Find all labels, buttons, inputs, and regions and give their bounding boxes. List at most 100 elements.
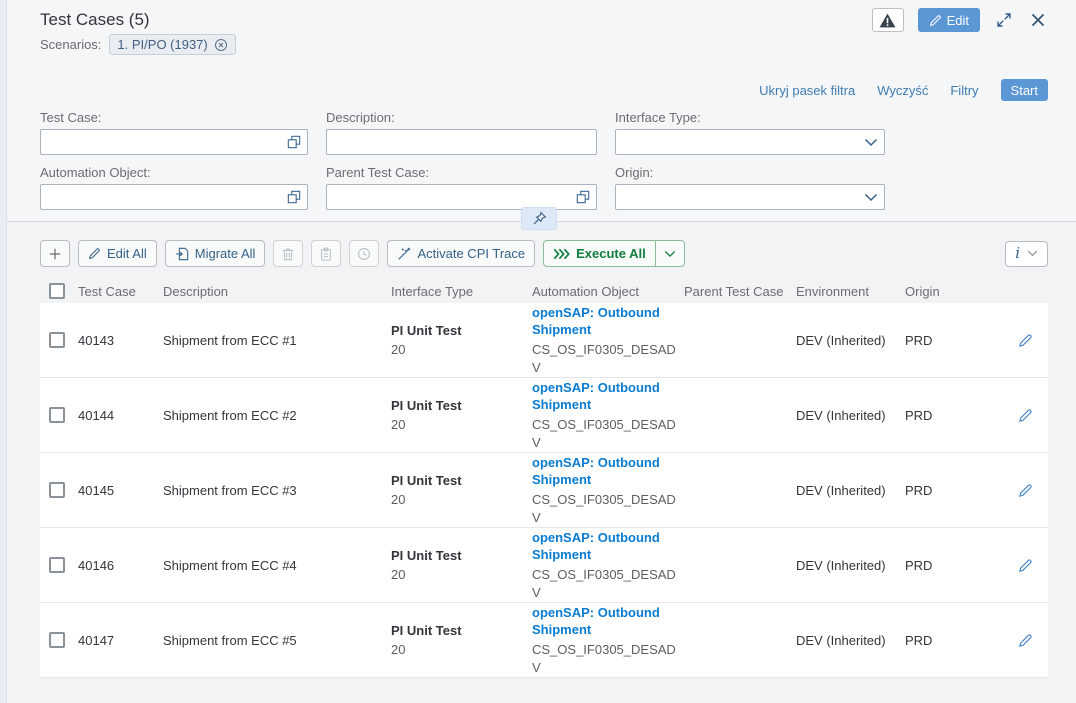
row-checkbox[interactable] xyxy=(49,557,65,573)
table-row[interactable]: 40144 Shipment from ECC #2 PI Unit Test … xyxy=(40,378,1048,453)
hide-filterbar-link[interactable]: Ukryj pasek filtra xyxy=(759,82,856,98)
activate-cpi-trace-label: Activate CPI Trace xyxy=(417,246,526,261)
fullscreen-icon xyxy=(997,13,1011,27)
cell-environment: DEV (Inherited) xyxy=(796,332,886,348)
cell-interface-type: PI Unit Test 20 xyxy=(391,621,532,660)
column-header-description[interactable]: Description xyxy=(163,283,229,299)
table-row[interactable]: 40145 Shipment from ECC #3 PI Unit Test … xyxy=(40,453,1048,528)
edit-all-button[interactable]: Edit All xyxy=(78,240,157,267)
row-checkbox[interactable] xyxy=(49,407,65,423)
column-header-test-case[interactable]: Test Case xyxy=(78,283,136,299)
clock-icon xyxy=(358,247,371,260)
pin-filterbar-button[interactable] xyxy=(521,207,557,230)
cell-automation-object: openSAP: Outbound Shipment CS_OS_IF0305_… xyxy=(532,454,684,526)
plus-icon xyxy=(49,248,61,259)
row-edit-button[interactable] xyxy=(1016,556,1034,574)
row-edit-button[interactable] xyxy=(1016,631,1034,649)
scenario-row: Scenarios: 1. PI/PO (1937) xyxy=(40,34,236,55)
automation-object-input[interactable] xyxy=(41,185,281,209)
description-input[interactable] xyxy=(327,130,596,154)
cell-interface-type: PI Unit Test 20 xyxy=(391,396,532,435)
test-case-input[interactable] xyxy=(41,130,281,154)
column-header-interface-type[interactable]: Interface Type xyxy=(391,283,474,299)
pencil-icon xyxy=(1018,633,1032,647)
edit-button-label: Edit xyxy=(946,12,969,28)
table-row[interactable]: 40146 Shipment from ECC #4 PI Unit Test … xyxy=(40,528,1048,603)
activate-cpi-trace-button[interactable]: Activate CPI Trace xyxy=(387,240,536,267)
row-checkbox[interactable] xyxy=(49,632,65,648)
filter-field-origin: Origin: xyxy=(615,165,885,210)
origin-select[interactable] xyxy=(615,184,885,210)
execute-all-split-button: Execute All xyxy=(543,240,685,267)
filters-link[interactable]: Filtry xyxy=(950,82,979,98)
paste-button[interactable] xyxy=(311,240,342,267)
automation-object-link[interactable]: openSAP: Outbound Shipment xyxy=(532,379,660,413)
row-checkbox[interactable] xyxy=(49,482,65,498)
warnings-button[interactable] xyxy=(871,8,904,32)
row-edit-button[interactable] xyxy=(1016,406,1034,424)
row-edit-button[interactable] xyxy=(1016,481,1034,499)
column-header-parent-test-case[interactable]: Parent Test Case xyxy=(684,283,784,299)
value-help-icon[interactable] xyxy=(570,185,596,209)
clear-link[interactable]: Wyczyść xyxy=(877,82,929,98)
pencil-icon xyxy=(1018,558,1032,572)
execute-all-menu-button[interactable] xyxy=(654,241,684,266)
interface-type-name: PI Unit Test xyxy=(391,397,462,413)
scenario-token[interactable]: 1. PI/PO (1937) xyxy=(109,34,236,55)
automation-object-link[interactable]: openSAP: Outbound Shipment xyxy=(532,454,660,488)
column-header-environment[interactable]: Environment xyxy=(796,283,869,299)
origin-select-value[interactable] xyxy=(616,185,858,209)
interface-type-select[interactable] xyxy=(615,129,885,155)
automation-object-detail: CS_OS_IF0305_DESADV xyxy=(532,417,676,450)
cell-origin: PRD xyxy=(905,557,933,573)
table-row[interactable]: 40143 Shipment from ECC #1 PI Unit Test … xyxy=(40,303,1048,378)
table-row[interactable]: 40147 Shipment from ECC #5 PI Unit Test … xyxy=(40,603,1048,678)
row-edit-button[interactable] xyxy=(1016,331,1034,349)
value-help-icon[interactable] xyxy=(281,130,307,154)
chevron-down-icon[interactable] xyxy=(858,185,884,209)
cell-origin: PRD xyxy=(905,332,933,348)
cell-origin: PRD xyxy=(905,632,933,648)
value-help-icon[interactable] xyxy=(281,185,307,209)
execute-all-button[interactable]: Execute All xyxy=(544,241,655,266)
edit-button[interactable]: Edit xyxy=(917,8,980,32)
parent-test-case-input[interactable] xyxy=(327,185,570,209)
chevron-down-icon[interactable] xyxy=(858,130,884,154)
cell-test-case: 40143 xyxy=(78,332,115,348)
select-all-checkbox[interactable] xyxy=(49,283,65,299)
execute-icon xyxy=(553,248,570,259)
expand-button[interactable] xyxy=(994,10,1014,30)
info-icon: i xyxy=(1015,244,1020,262)
automation-object-link[interactable]: openSAP: Outbound Shipment xyxy=(532,304,660,338)
column-header-automation-object[interactable]: Automation Object xyxy=(532,283,639,299)
interface-type-detail: 20 xyxy=(391,642,406,657)
start-button[interactable]: Start xyxy=(1000,79,1048,101)
automation-object-link[interactable]: openSAP: Outbound Shipment xyxy=(532,529,660,563)
add-button[interactable] xyxy=(40,240,70,267)
table-header-row: Test Case Description Interface Type Aut… xyxy=(40,279,1048,303)
history-button[interactable] xyxy=(349,240,380,267)
automation-object-link[interactable]: openSAP: Outbound Shipment xyxy=(532,604,660,638)
automation-object-detail: CS_OS_IF0305_DESADV xyxy=(532,567,676,600)
pencil-icon xyxy=(929,14,941,26)
pencil-icon xyxy=(1018,408,1032,422)
filter-label: Test Case: xyxy=(40,110,102,125)
migrate-all-button[interactable]: Migrate All xyxy=(164,240,266,267)
close-button[interactable] xyxy=(1028,10,1048,30)
table-toolbar: Edit All Migrate All xyxy=(40,240,1048,267)
cell-environment: DEV (Inherited) xyxy=(796,557,886,573)
automation-object-detail: CS_OS_IF0305_DESADV xyxy=(532,342,676,375)
remove-token-icon[interactable] xyxy=(214,38,228,52)
cell-environment: DEV (Inherited) xyxy=(796,482,886,498)
filter-label: Interface Type: xyxy=(615,110,701,125)
delete-button[interactable] xyxy=(273,240,304,267)
row-checkbox[interactable] xyxy=(49,332,65,348)
interface-type-select-value[interactable] xyxy=(616,130,858,154)
splitter-edge[interactable] xyxy=(0,0,7,703)
cell-test-case: 40145 xyxy=(78,482,115,498)
interface-type-name: PI Unit Test xyxy=(391,322,462,338)
filterbar-actions: Ukryj pasek filtra Wyczyść Filtry Start xyxy=(759,79,1048,101)
table-info-button[interactable]: i xyxy=(1005,240,1048,267)
column-header-origin[interactable]: Origin xyxy=(905,283,940,299)
